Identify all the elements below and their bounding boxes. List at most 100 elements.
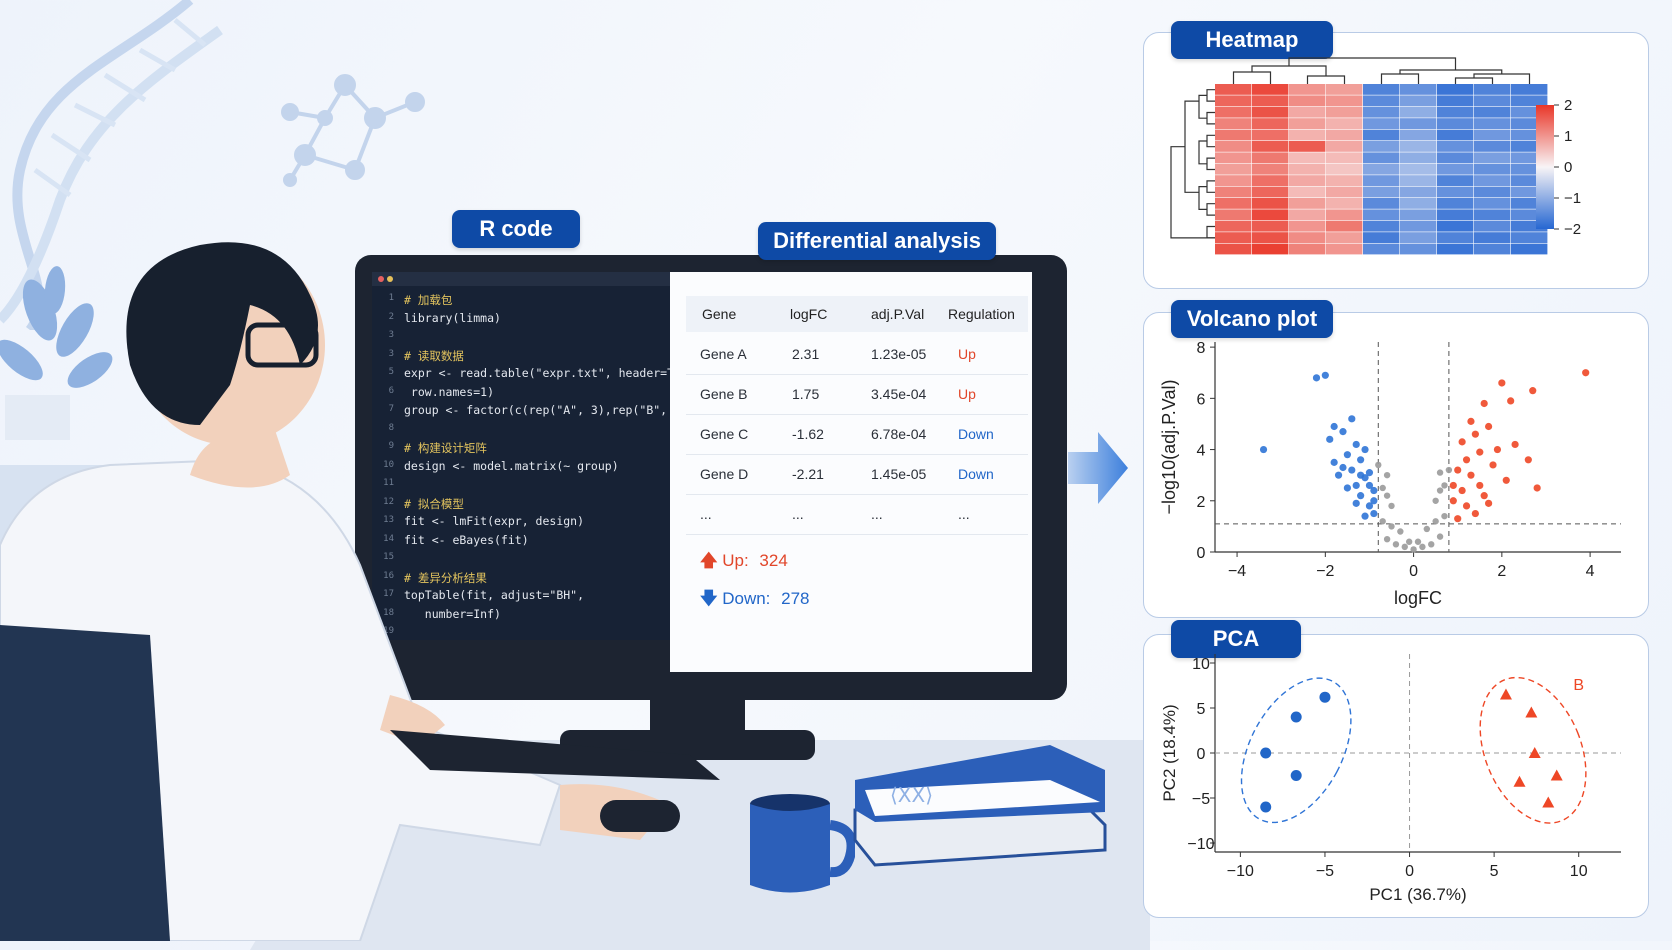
- down-label: Down:: [722, 589, 771, 608]
- heatmap-cell: [1474, 220, 1511, 232]
- group-b-ellipse: [1479, 676, 1587, 824]
- heatmap-cell: [1215, 118, 1252, 129]
- cell-pval: 6.78e-04: [871, 426, 927, 442]
- heatmap-cell: [1400, 209, 1437, 221]
- down-regulated-point: [1361, 512, 1369, 520]
- heatmap-cell: [1289, 209, 1326, 221]
- molecule-decoration: [281, 74, 425, 187]
- heatmap-cell: [1511, 129, 1548, 141]
- up-regulated-point: [1462, 456, 1471, 464]
- x-tick-label: −10: [1227, 863, 1254, 880]
- coffee-mug: [750, 794, 855, 893]
- heatmap-cell: [1289, 175, 1326, 186]
- heatmap-cell: [1363, 106, 1400, 118]
- tag-differential-analysis: Differential analysis: [758, 222, 996, 260]
- heatmap-cell: [1511, 95, 1548, 107]
- heatmap-cell: [1400, 106, 1437, 118]
- code-text: topTable(fit, adjust="BH",: [404, 588, 585, 602]
- up-regulated-point: [1467, 471, 1475, 479]
- code-line: 16 # 差异分析结果: [372, 568, 670, 588]
- x-tick-label: 0: [1405, 863, 1414, 880]
- heatmap-cell: [1363, 220, 1400, 232]
- heatmap-cell: [1363, 209, 1400, 221]
- heatmap-cell: [1289, 163, 1326, 175]
- code-text: design <- model.matrix(~ group): [404, 458, 619, 473]
- r-code-editor[interactable]: 1 # 加载包 2 library(limma) 3 3 # 读取数据 5 expr <- re…: [372, 272, 702, 643]
- colorbar-tick-label: 0: [1564, 159, 1572, 176]
- cell-logfc: -1.62: [792, 426, 824, 442]
- down-regulated-point: [1259, 445, 1268, 454]
- header-regulation: Regulation: [948, 306, 1015, 322]
- group-a-point: [1290, 770, 1302, 781]
- heatmap-cell: [1400, 141, 1437, 152]
- non-significant-point: [1392, 541, 1400, 548]
- table-row: Gene C -1.62 6.78e-04 Down: [686, 414, 1028, 455]
- code-text: library(limma): [404, 310, 501, 325]
- heatmap-cell: [1363, 84, 1400, 95]
- group-a-ellipse: [1240, 677, 1352, 824]
- up-regulated-point: [1462, 502, 1471, 510]
- heatmap-cell: [1363, 118, 1400, 129]
- up-regulated-point: [1493, 445, 1502, 454]
- down-regulated-point: [1370, 509, 1378, 518]
- heatmap-cell: [1511, 209, 1548, 221]
- cell-pval: ...: [871, 506, 883, 522]
- down-regulated-point: [1321, 371, 1329, 379]
- heatmap-cell: [1511, 118, 1548, 129]
- down-regulated-point: [1352, 481, 1360, 490]
- heatmap-cell: [1400, 95, 1437, 107]
- non-significant-point: [1441, 512, 1448, 520]
- cell-gene: ...: [700, 506, 712, 522]
- non-significant-point: [1397, 528, 1404, 535]
- heatmap-cell: [1252, 84, 1289, 95]
- group-b-annotation: B: [1573, 677, 1584, 694]
- colorbar-tick-label: 1: [1564, 128, 1572, 145]
- code-text: # 差异分析结果: [404, 570, 487, 585]
- heatmap-cell: [1400, 84, 1437, 95]
- y-tick-label: 0: [1197, 545, 1206, 562]
- tag-r-code: R code: [452, 210, 580, 248]
- line-number: 10: [383, 459, 394, 470]
- table-row: Gene B 1.75 3.45e-04 Up: [686, 374, 1028, 415]
- group-a-point: [1260, 747, 1272, 759]
- heatmap-cell: [1474, 84, 1511, 95]
- up-regulated-point: [1480, 399, 1488, 408]
- down-regulated-point: [1352, 440, 1360, 449]
- up-regulated-point: [1582, 369, 1590, 377]
- heatmap-cell: [1215, 152, 1252, 164]
- cell-logfc: -2.21: [792, 466, 824, 482]
- line-number: 3: [388, 330, 394, 340]
- code-line: 2 library(limma): [372, 309, 670, 329]
- up-regulated-point: [1467, 417, 1475, 425]
- non-significant-point: [1432, 518, 1439, 525]
- heatmap-cell: [1215, 129, 1252, 141]
- line-number: 11: [383, 478, 394, 488]
- heatmap-cell: [1437, 106, 1474, 118]
- arrow-right-icon: [1068, 432, 1128, 504]
- code-line: 1 # 加载包: [372, 290, 670, 310]
- line-number: 8: [388, 422, 394, 433]
- up-summary: 🡅 Up: 324: [700, 548, 788, 577]
- up-regulated-point: [1498, 379, 1506, 387]
- non-significant-point: [1383, 471, 1391, 479]
- up-regulated-point: [1480, 492, 1488, 500]
- heatmap-cell: [1363, 129, 1400, 141]
- code-line: 6 row.names=1): [372, 383, 670, 403]
- down-regulated-point: [1370, 486, 1378, 495]
- code-line: 19: [372, 623, 670, 643]
- heatmap-cell: [1400, 175, 1437, 186]
- heatmap-cell: [1326, 141, 1363, 152]
- heatmap-cell: [1511, 232, 1548, 243]
- tag-pca: PCA: [1171, 620, 1301, 658]
- code-line: 17 topTable(fit, adjust="BH",: [372, 586, 670, 606]
- heatmap-cell: [1289, 118, 1326, 129]
- header-gene: Gene: [702, 306, 737, 322]
- up-regulated-point: [1511, 440, 1519, 449]
- y-tick-label: 2: [1197, 494, 1206, 511]
- down-summary: 🡇 Down: 278: [700, 586, 810, 615]
- code-text: number=Inf): [404, 606, 501, 621]
- up-regulated-point: [1476, 481, 1484, 490]
- heatmap-cell: [1326, 106, 1363, 118]
- line-number: 9: [388, 441, 394, 451]
- code-line: 8: [372, 420, 670, 440]
